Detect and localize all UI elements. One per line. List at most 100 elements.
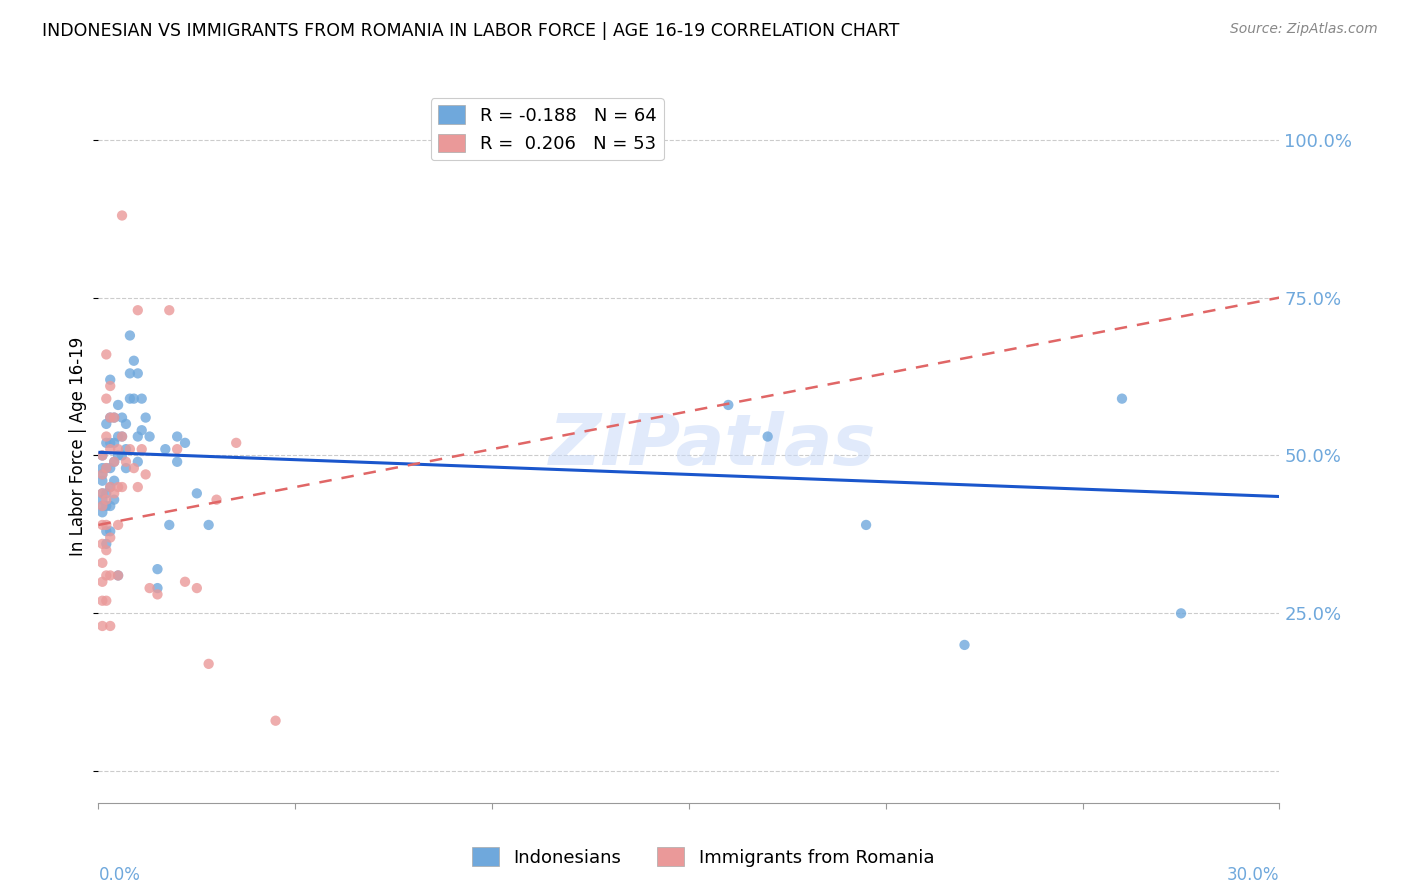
Point xyxy=(96,461,118,475)
Point xyxy=(135,467,157,482)
Point xyxy=(127,455,149,469)
Point xyxy=(1111,392,1133,406)
Point xyxy=(98,442,121,457)
Point xyxy=(98,531,121,545)
Point xyxy=(96,429,118,443)
Point xyxy=(98,461,121,475)
Point xyxy=(111,209,134,223)
Point xyxy=(146,587,169,601)
Point xyxy=(91,593,114,607)
Point xyxy=(107,398,129,412)
Point xyxy=(96,486,118,500)
Point xyxy=(118,367,141,381)
Point xyxy=(98,480,121,494)
Point xyxy=(96,461,118,475)
Point xyxy=(96,524,118,539)
Point xyxy=(107,442,129,457)
Point xyxy=(127,367,149,381)
Point xyxy=(103,435,125,450)
Text: 0.0%: 0.0% xyxy=(98,866,141,884)
Point xyxy=(155,442,177,457)
Point xyxy=(166,442,188,457)
Legend: Indonesians, Immigrants from Romania: Indonesians, Immigrants from Romania xyxy=(464,840,942,874)
Legend: R = -0.188   N = 64, R =  0.206   N = 53: R = -0.188 N = 64, R = 0.206 N = 53 xyxy=(430,98,664,161)
Point xyxy=(103,455,125,469)
Point xyxy=(96,492,118,507)
Point xyxy=(122,392,145,406)
Point xyxy=(96,568,118,582)
Point xyxy=(91,474,114,488)
Point xyxy=(98,379,121,393)
Point xyxy=(96,417,118,431)
Point xyxy=(122,353,145,368)
Point xyxy=(107,480,129,494)
Point xyxy=(91,574,114,589)
Point xyxy=(96,517,118,532)
Point xyxy=(103,410,125,425)
Point xyxy=(103,486,125,500)
Point xyxy=(1170,607,1192,621)
Point xyxy=(157,303,180,318)
Point xyxy=(197,657,219,671)
Point xyxy=(91,449,114,463)
Point xyxy=(98,480,121,494)
Text: 30.0%: 30.0% xyxy=(1227,866,1279,884)
Point xyxy=(91,486,114,500)
Point xyxy=(111,410,134,425)
Point xyxy=(166,455,188,469)
Point xyxy=(98,568,121,582)
Point xyxy=(96,435,118,450)
Point xyxy=(138,429,160,443)
Point xyxy=(953,638,976,652)
Point xyxy=(118,328,141,343)
Point xyxy=(107,429,129,443)
Point xyxy=(127,303,149,318)
Point xyxy=(98,619,121,633)
Point xyxy=(91,492,114,507)
Point xyxy=(91,467,114,482)
Y-axis label: In Labor Force | Age 16-19: In Labor Force | Age 16-19 xyxy=(69,336,87,556)
Point xyxy=(103,492,125,507)
Point xyxy=(98,410,121,425)
Point xyxy=(91,619,114,633)
Point xyxy=(197,517,219,532)
Point xyxy=(118,392,141,406)
Point xyxy=(96,499,118,513)
Point xyxy=(131,423,153,437)
Point xyxy=(111,449,134,463)
Point xyxy=(855,517,877,532)
Point xyxy=(98,435,121,450)
Point xyxy=(91,467,114,482)
Point xyxy=(91,449,114,463)
Point xyxy=(225,435,247,450)
Text: INDONESIAN VS IMMIGRANTS FROM ROMANIA IN LABOR FORCE | AGE 16-19 CORRELATION CHA: INDONESIAN VS IMMIGRANTS FROM ROMANIA IN… xyxy=(42,22,900,40)
Point xyxy=(98,499,121,513)
Point xyxy=(111,429,134,443)
Point xyxy=(98,373,121,387)
Point xyxy=(157,517,180,532)
Point xyxy=(756,429,779,443)
Point xyxy=(96,537,118,551)
Point xyxy=(91,556,114,570)
Point xyxy=(91,499,114,513)
Point xyxy=(122,461,145,475)
Point xyxy=(91,486,114,500)
Point xyxy=(107,568,129,582)
Point xyxy=(91,537,114,551)
Point xyxy=(174,435,197,450)
Point xyxy=(96,593,118,607)
Point xyxy=(103,474,125,488)
Point xyxy=(91,461,114,475)
Point xyxy=(103,455,125,469)
Point xyxy=(91,499,114,513)
Point xyxy=(107,449,129,463)
Point xyxy=(107,517,129,532)
Point xyxy=(111,429,134,443)
Point xyxy=(111,480,134,494)
Point xyxy=(264,714,287,728)
Point xyxy=(186,581,208,595)
Point xyxy=(131,442,153,457)
Text: Source: ZipAtlas.com: Source: ZipAtlas.com xyxy=(1230,22,1378,37)
Point xyxy=(91,505,114,519)
Point xyxy=(131,392,153,406)
